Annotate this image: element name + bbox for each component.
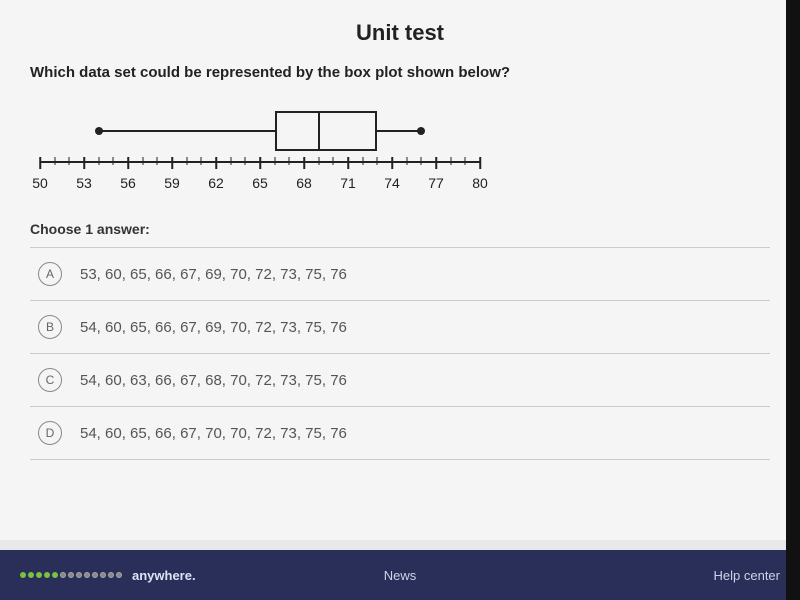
- option-letter: A: [38, 262, 62, 286]
- tick-label: 65: [252, 175, 268, 191]
- progress-dot-done: [36, 572, 42, 578]
- box: [275, 111, 378, 151]
- tick: [83, 157, 85, 169]
- progress-dot-pending: [116, 572, 122, 578]
- tick-label: 71: [340, 175, 356, 191]
- tick-label: 74: [384, 175, 400, 191]
- progress-dot-done: [52, 572, 58, 578]
- boxplot: [40, 106, 480, 156]
- answer-option-a[interactable]: A 53, 60, 65, 66, 67, 69, 70, 72, 73, 75,…: [30, 247, 770, 300]
- tick: [465, 157, 466, 165]
- progress-dot-done: [28, 572, 34, 578]
- progress-dot-done: [20, 572, 26, 578]
- median-line: [318, 111, 320, 151]
- option-text: 54, 60, 63, 66, 67, 68, 70, 72, 73, 75, …: [80, 372, 347, 389]
- tick-label: 80: [472, 175, 488, 191]
- tick: [215, 157, 217, 169]
- tick: [274, 157, 275, 165]
- tick: [406, 157, 407, 165]
- tick: [377, 157, 378, 165]
- progress-dot-pending: [68, 572, 74, 578]
- tick: [230, 157, 231, 165]
- question-text: Which data set could be represented by t…: [30, 64, 770, 81]
- progress-dot-pending: [60, 572, 66, 578]
- progress-dot-pending: [92, 572, 98, 578]
- tick: [450, 157, 451, 165]
- tick: [318, 157, 319, 165]
- tick: [391, 157, 393, 169]
- option-letter: C: [38, 368, 62, 392]
- tick: [142, 157, 143, 165]
- tick-label: 77: [428, 175, 444, 191]
- whisker-cap-min: [95, 127, 103, 135]
- tick: [435, 157, 437, 169]
- screen-bezel: [786, 0, 800, 600]
- tick: [39, 157, 41, 169]
- tick: [98, 157, 99, 165]
- footer-help-link[interactable]: Help center: [714, 568, 780, 583]
- tick-label: 68: [296, 175, 312, 191]
- boxplot-axis: 5053565962656871747780: [40, 161, 480, 201]
- answer-option-d[interactable]: D 54, 60, 65, 66, 67, 70, 70, 72, 73, 75,…: [30, 406, 770, 460]
- answer-option-c[interactable]: C 54, 60, 63, 66, 67, 68, 70, 72, 73, 75,…: [30, 353, 770, 406]
- option-text: 54, 60, 65, 66, 67, 69, 70, 72, 73, 75, …: [80, 319, 347, 336]
- tick: [186, 157, 187, 165]
- footer-bar: anywhere. News Help center: [0, 550, 800, 600]
- whisker-right: [377, 130, 421, 132]
- whisker-cap-max: [417, 127, 425, 135]
- option-letter: D: [38, 421, 62, 445]
- tick: [333, 157, 334, 165]
- tick: [421, 157, 422, 165]
- progress-dot-pending: [100, 572, 106, 578]
- tick: [303, 157, 305, 169]
- tick: [113, 157, 114, 165]
- tick-label: 59: [164, 175, 180, 191]
- progress-dot-pending: [84, 572, 90, 578]
- tick: [201, 157, 202, 165]
- tick: [362, 157, 363, 165]
- tick: [171, 157, 173, 169]
- boxplot-figure: 5053565962656871747780: [40, 106, 480, 201]
- footer-news-link[interactable]: News: [384, 568, 417, 583]
- tick: [54, 157, 55, 165]
- tick: [245, 157, 246, 165]
- tick-label: 62: [208, 175, 224, 191]
- tick: [259, 157, 261, 169]
- tick-label: 50: [32, 175, 48, 191]
- tick: [289, 157, 290, 165]
- tick-label: 56: [120, 175, 136, 191]
- progress-dots: [20, 572, 122, 578]
- choose-label: Choose 1 answer:: [30, 221, 770, 237]
- footer-left-text: anywhere.: [132, 568, 196, 583]
- progress-dot-pending: [76, 572, 82, 578]
- page-title: Unit test: [30, 20, 770, 46]
- tick: [69, 157, 70, 165]
- progress-dot-done: [44, 572, 50, 578]
- tick-label: 53: [76, 175, 92, 191]
- progress-dot-pending: [108, 572, 114, 578]
- answer-option-b[interactable]: B 54, 60, 65, 66, 67, 69, 70, 72, 73, 75,…: [30, 300, 770, 353]
- tick: [347, 157, 349, 169]
- whisker-left: [99, 130, 275, 132]
- option-text: 54, 60, 65, 66, 67, 70, 70, 72, 73, 75, …: [80, 425, 347, 442]
- option-text: 53, 60, 65, 66, 67, 69, 70, 72, 73, 75, …: [80, 266, 347, 283]
- tick: [127, 157, 129, 169]
- answer-options: A 53, 60, 65, 66, 67, 69, 70, 72, 73, 75,…: [30, 247, 770, 460]
- option-letter: B: [38, 315, 62, 339]
- tick: [479, 157, 481, 169]
- tick: [157, 157, 158, 165]
